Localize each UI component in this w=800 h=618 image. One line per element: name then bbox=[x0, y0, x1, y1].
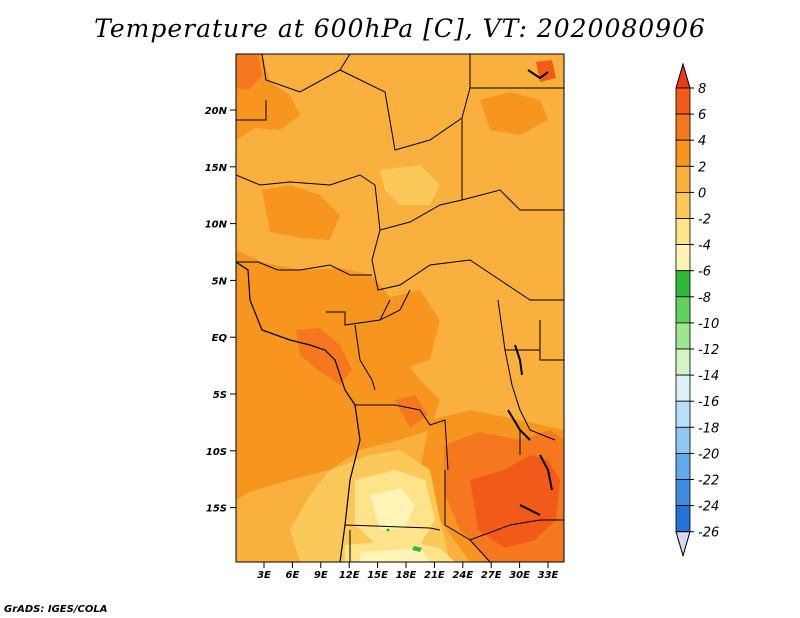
colorbar-label: -24 bbox=[698, 500, 719, 515]
colorbar-label: -18 bbox=[698, 421, 719, 436]
y-tick-label: 15N bbox=[205, 163, 228, 174]
contour-neg6-spot bbox=[412, 546, 422, 552]
colorbar-label: -22 bbox=[698, 474, 719, 489]
colorbar-label: 0 bbox=[698, 186, 706, 201]
y-tick-label: 10S bbox=[206, 447, 227, 458]
chart-title: Temperature at 600hPa [C], VT: 202008090… bbox=[94, 14, 706, 43]
y-tick-label: 15S bbox=[206, 504, 227, 515]
colorbar-bin bbox=[675, 218, 691, 246]
x-tick-label: 18E bbox=[396, 570, 417, 581]
contour-6-8-zambia bbox=[470, 455, 560, 548]
map-frame bbox=[235, 53, 565, 563]
colorbar-bin bbox=[675, 165, 691, 193]
colorbar-label: -26 bbox=[698, 526, 719, 541]
x-tick-label: 6E bbox=[286, 570, 300, 581]
colorbar-label: -2 bbox=[698, 213, 711, 228]
colorbar-bin bbox=[675, 479, 691, 507]
borders bbox=[236, 54, 564, 562]
colorbar-label: 8 bbox=[698, 82, 706, 97]
colorbar-label: -20 bbox=[698, 447, 719, 462]
colorbar-top-arrow bbox=[675, 62, 691, 89]
x-tick-label: 12E bbox=[339, 570, 360, 581]
x-tick-label: 27E bbox=[481, 570, 502, 581]
colorbar-label: 4 bbox=[698, 134, 706, 149]
colorbar-bin bbox=[675, 348, 691, 376]
colorbar-bottom-arrow bbox=[675, 531, 691, 558]
x-tick-label: 9E bbox=[314, 570, 328, 581]
y-tick-label: 5N bbox=[212, 276, 228, 287]
colorbar-bin bbox=[675, 244, 691, 272]
contour-2-4-congo bbox=[380, 290, 440, 370]
y-axis: 20N 15N 10N 5N EQ 5S 10S 15S bbox=[205, 106, 236, 515]
y-tick-label: 5S bbox=[213, 390, 227, 401]
x-tick-label: 21E bbox=[424, 570, 445, 581]
credit-label: GrADS: IGES/COLA bbox=[4, 604, 108, 615]
x-tick-label: 24E bbox=[452, 570, 473, 581]
colorbar-label: -8 bbox=[698, 291, 711, 306]
contour-neg4-neg2-namibia bbox=[370, 488, 415, 530]
contour-neg6-spot2 bbox=[386, 528, 390, 532]
coastline bbox=[236, 261, 361, 562]
colorbar-label: -4 bbox=[698, 239, 711, 254]
y-tick-label: 20N bbox=[205, 106, 228, 117]
colorbar-label: -10 bbox=[698, 317, 719, 332]
lakes bbox=[507, 69, 553, 516]
colorbar-label: -16 bbox=[698, 395, 719, 410]
colorbar-bin bbox=[675, 505, 691, 533]
contour-0-2-sahel bbox=[380, 165, 440, 205]
x-tick-label: 33E bbox=[538, 570, 559, 581]
y-tick-label: EQ bbox=[212, 333, 228, 344]
contour-4-6-nw-corner bbox=[236, 54, 262, 90]
contour-neg4-neg2-south bbox=[360, 548, 430, 562]
colorbar-label: 2 bbox=[698, 160, 706, 175]
colorbar-bin bbox=[675, 270, 691, 298]
colorbar-bin bbox=[675, 191, 691, 219]
x-tick-label: 15E bbox=[367, 570, 388, 581]
x-axis: 3E 6E 9E 12E 15E 18E 21E 24E 27E 30E 33E bbox=[257, 562, 559, 581]
contour-2-4-nigeria bbox=[262, 185, 340, 240]
contour-4-6-drc bbox=[395, 395, 428, 428]
colorbar: 8 6 4 2 0 -2 -4 -6 -8 -10 -12 -14 -16 -18 -20 -22 -24 -26 bbox=[675, 62, 719, 558]
contour-2-4-ne bbox=[480, 92, 548, 135]
colorbar-label: -12 bbox=[698, 343, 719, 358]
colorbar-bin bbox=[675, 296, 691, 324]
colorbar-bin bbox=[675, 139, 691, 167]
colorbar-bin bbox=[675, 322, 691, 350]
colorbar-bin bbox=[675, 452, 691, 480]
colorbar-bin bbox=[675, 400, 691, 428]
colorbar-bin bbox=[675, 113, 691, 141]
colorbar-bin bbox=[675, 426, 691, 454]
temperature-field bbox=[236, 54, 564, 562]
colorbar-label: 6 bbox=[698, 108, 706, 123]
x-tick-label: 30E bbox=[509, 570, 530, 581]
y-tick-label: 10N bbox=[205, 220, 228, 231]
colorbar-label: -6 bbox=[698, 265, 711, 280]
colorbar-bin bbox=[675, 374, 691, 402]
colorbar-bin bbox=[675, 87, 691, 115]
colorbar-label: -14 bbox=[698, 369, 719, 384]
x-tick-label: 3E bbox=[257, 570, 271, 581]
